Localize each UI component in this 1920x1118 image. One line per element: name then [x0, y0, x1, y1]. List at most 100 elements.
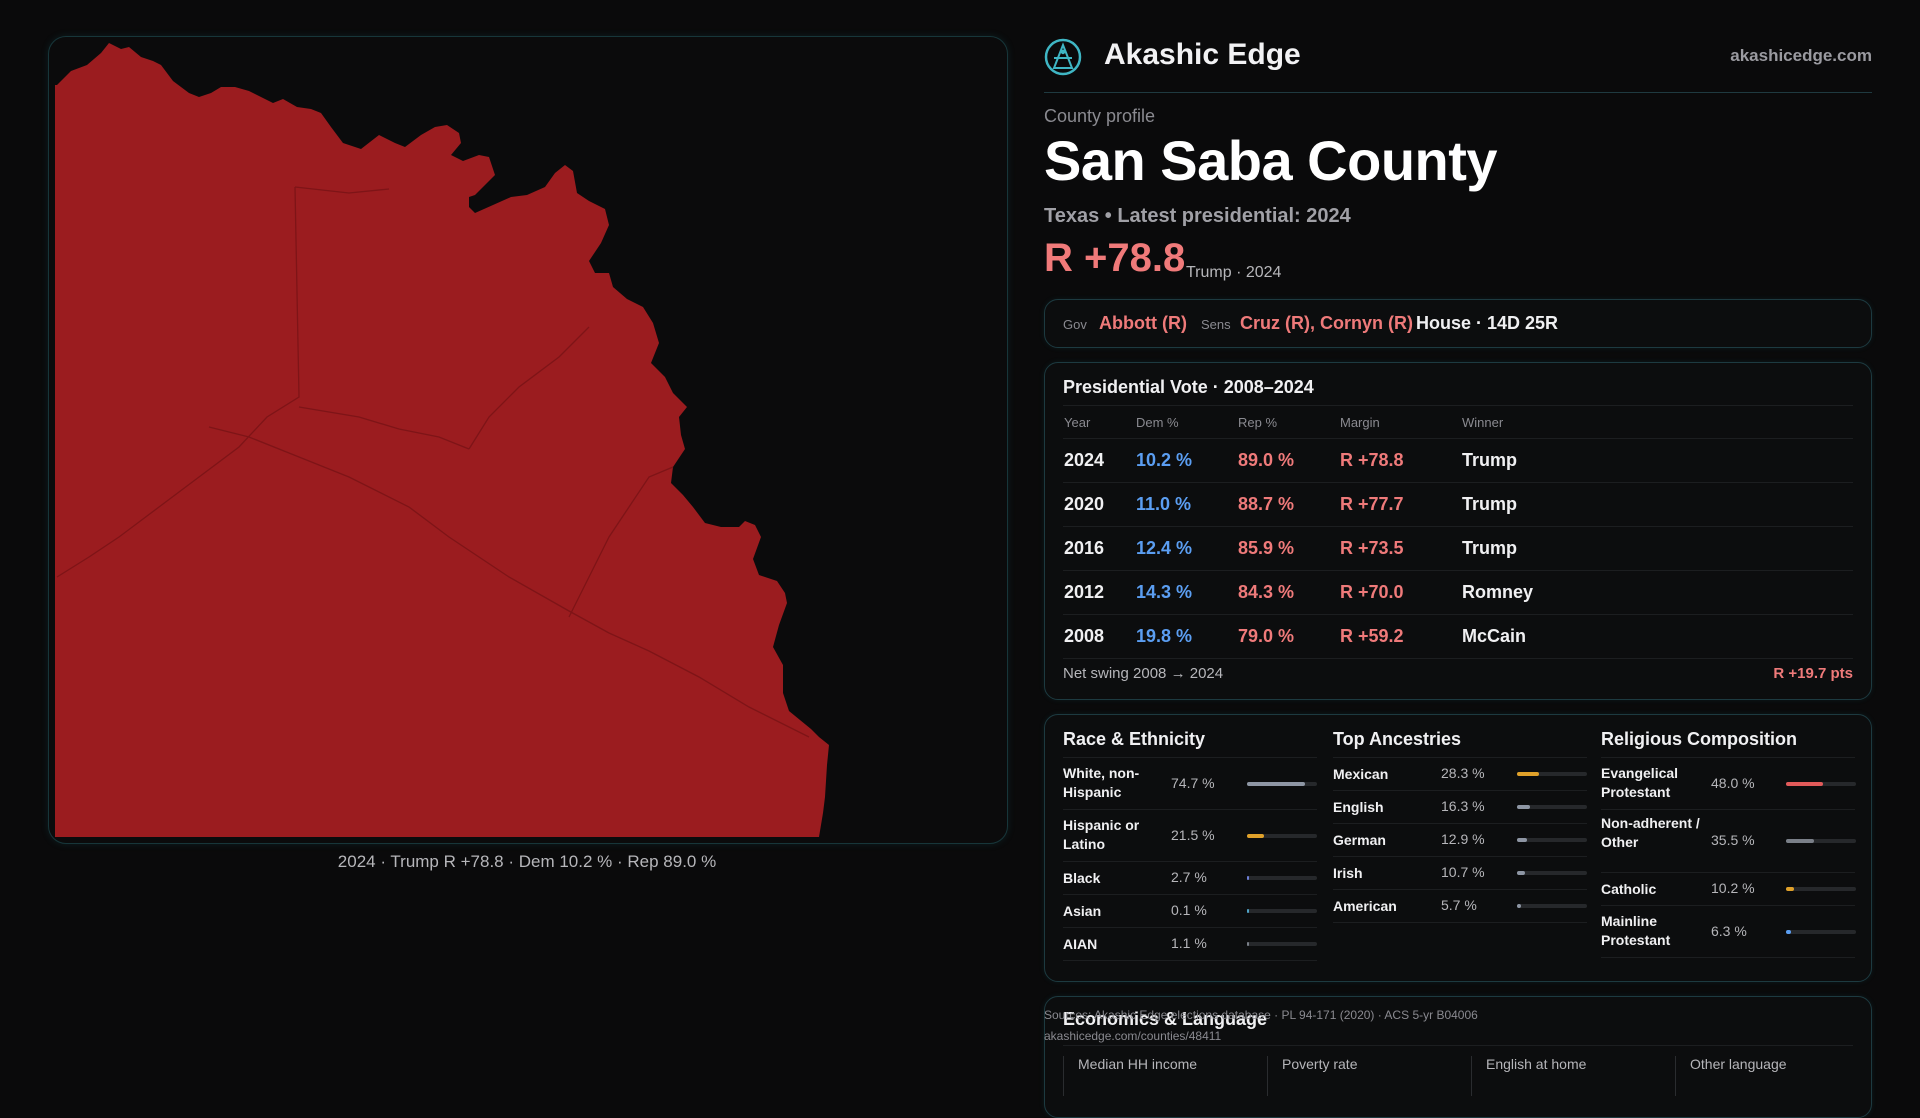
cell-rep-pct: 88.7 % [1237, 482, 1339, 527]
share-bar-fill [1517, 805, 1530, 809]
econ-col-other-language: Other language [1675, 1056, 1787, 1096]
race-column: Race & Ethnicity White, non-Hispanic 74.7… [1063, 729, 1317, 961]
cell-rep-pct: 89.0 % [1237, 438, 1339, 483]
share-bar-fill [1517, 904, 1521, 908]
share-bar [1517, 838, 1587, 842]
share-bar [1247, 781, 1317, 786]
item-percent: 48.0 % [1711, 774, 1755, 791]
list-item: English 16.3 % [1333, 791, 1587, 824]
ancestry-title: Top Ancestries [1333, 729, 1587, 758]
item-percent: 0.1 % [1171, 902, 1207, 918]
headline-margin: R +78.8 [1044, 236, 1186, 280]
item-percent: 10.7 % [1441, 864, 1485, 880]
presidential-table: Year Dem % Rep % Margin Winner 2024 10.2 … [1063, 405, 1853, 659]
item-percent: 6.3 % [1711, 922, 1747, 939]
cell-year: 2008 [1063, 614, 1135, 659]
item-label: American [1333, 898, 1397, 914]
cell-dem-pct: 11.0 % [1135, 482, 1237, 527]
item-label: English [1333, 799, 1384, 815]
sens-label: Sens [1201, 317, 1231, 332]
sources-line: Sources: Akashic Edge elections database… [1044, 1008, 1478, 1022]
page-title: San Saba County [1044, 129, 1498, 192]
county-precinct-lines [56, 186, 810, 738]
table-row: 2020 11.0 % 88.7 % R +77.7 Trump [1063, 482, 1853, 527]
item-percent: 74.7 % [1171, 774, 1215, 791]
share-bar [1786, 781, 1856, 786]
item-label: Mainline Protestant [1601, 913, 1671, 948]
share-bar-fill [1517, 871, 1525, 875]
item-percent: 16.3 % [1441, 798, 1485, 814]
share-bar [1517, 871, 1587, 875]
presidential-title: Presidential Vote · 2008–2024 [1063, 377, 1314, 397]
share-bar-fill [1786, 839, 1814, 843]
profile-subtitle: Texas • Latest presidential: 2024 [1044, 205, 1351, 227]
list-item: Non-adherent / Other 35.5 % [1601, 810, 1856, 873]
econ-col-poverty: Poverty rate [1267, 1056, 1357, 1096]
table-row: 2024 10.2 % 89.0 % R +78.8 Trump [1063, 438, 1853, 483]
list-item: White, non-Hispanic 74.7 % [1063, 758, 1317, 810]
cell-dem-pct: 12.4 % [1135, 526, 1237, 571]
list-item: German 12.9 % [1333, 824, 1587, 857]
share-bar-fill [1517, 838, 1527, 842]
share-bar [1517, 772, 1587, 776]
cell-margin: R +77.7 [1339, 482, 1461, 527]
cell-rep-pct: 79.0 % [1237, 614, 1339, 659]
item-percent: 12.9 % [1441, 831, 1485, 847]
item-label: Black [1063, 870, 1101, 886]
county-map[interactable] [48, 36, 1008, 844]
cell-year: 2012 [1063, 570, 1135, 615]
table-row: 2016 12.4 % 85.9 % R +73.5 Trump [1063, 526, 1853, 571]
col-winner: Winner [1461, 405, 1853, 439]
brand-site-link[interactable]: akashicedge.com [1730, 46, 1872, 65]
cell-margin: R +59.2 [1339, 614, 1461, 659]
item-percent: 1.1 % [1171, 935, 1207, 951]
profile-eyebrow: County profile [1044, 106, 1156, 126]
net-swing-label: Net swing 2008 → 2024 [1063, 665, 1224, 682]
cell-year: 2024 [1063, 438, 1135, 483]
presidential-vote-card: Presidential Vote · 2008–2024 Year Dem %… [1044, 362, 1872, 700]
ancestry-column: Top Ancestries Mexican 28.3 % English 16.3 … [1333, 729, 1587, 923]
sources-note: Sources: Akashic Edge elections database… [1044, 1005, 1478, 1047]
cell-dem-pct: 10.2 % [1135, 438, 1237, 483]
item-percent: 5.7 % [1441, 897, 1477, 913]
share-bar-fill [1786, 887, 1794, 891]
brand-name[interactable]: Akashic Edge [1104, 38, 1301, 71]
list-item: Evangelical Protestant 48.0 % [1601, 758, 1856, 810]
share-bar [1247, 876, 1317, 880]
share-bar-fill [1786, 781, 1823, 786]
col-rep: Rep % [1237, 405, 1339, 439]
brand-header: Akashic Edge akashicedge.com [1044, 34, 1872, 93]
item-percent: 21.5 % [1171, 826, 1215, 843]
religion-title: Religious Composition [1601, 729, 1855, 758]
cell-year: 2020 [1063, 482, 1135, 527]
econ-col-income: Median HH income [1063, 1056, 1197, 1096]
list-item: Irish 10.7 % [1333, 857, 1587, 890]
akashic-edge-logo-icon [1044, 38, 1082, 76]
cell-winner: Trump [1461, 482, 1853, 527]
cell-winner: McCain [1461, 614, 1853, 659]
share-bar-fill [1786, 929, 1791, 934]
item-label: German [1333, 832, 1386, 848]
list-item: Catholic 10.2 % [1601, 873, 1856, 906]
item-label: Evangelical Protestant [1601, 765, 1679, 800]
county-shape-svg [55, 43, 829, 837]
house-value: House · 14D 25R [1416, 313, 1559, 333]
share-bar [1247, 833, 1317, 838]
share-bar-fill [1517, 772, 1539, 776]
list-item: Black 2.7 % [1063, 862, 1317, 895]
share-bar [1247, 909, 1317, 913]
list-item: Mexican 28.3 % [1333, 758, 1587, 791]
religion-column: Religious Composition Evangelical Protes… [1601, 729, 1856, 958]
col-dem: Dem % [1135, 405, 1237, 439]
share-bar-fill [1247, 909, 1249, 913]
share-bar [1786, 839, 1856, 843]
officials-card: Gov Abbott (R) Sens Cruz (R), Cornyn (R)… [1044, 299, 1872, 348]
sources-link[interactable]: akashicedge.com/counties/48411 [1044, 1029, 1222, 1043]
county-shape[interactable] [55, 43, 829, 837]
list-item: AIAN 1.1 % [1063, 928, 1317, 961]
share-bar-fill [1247, 942, 1249, 946]
list-item: Mainline Protestant 6.3 % [1601, 906, 1856, 958]
item-percent: 2.7 % [1171, 869, 1207, 885]
cell-margin: R +78.8 [1339, 438, 1461, 483]
net-swing-value: R +19.7 pts [1773, 665, 1853, 682]
